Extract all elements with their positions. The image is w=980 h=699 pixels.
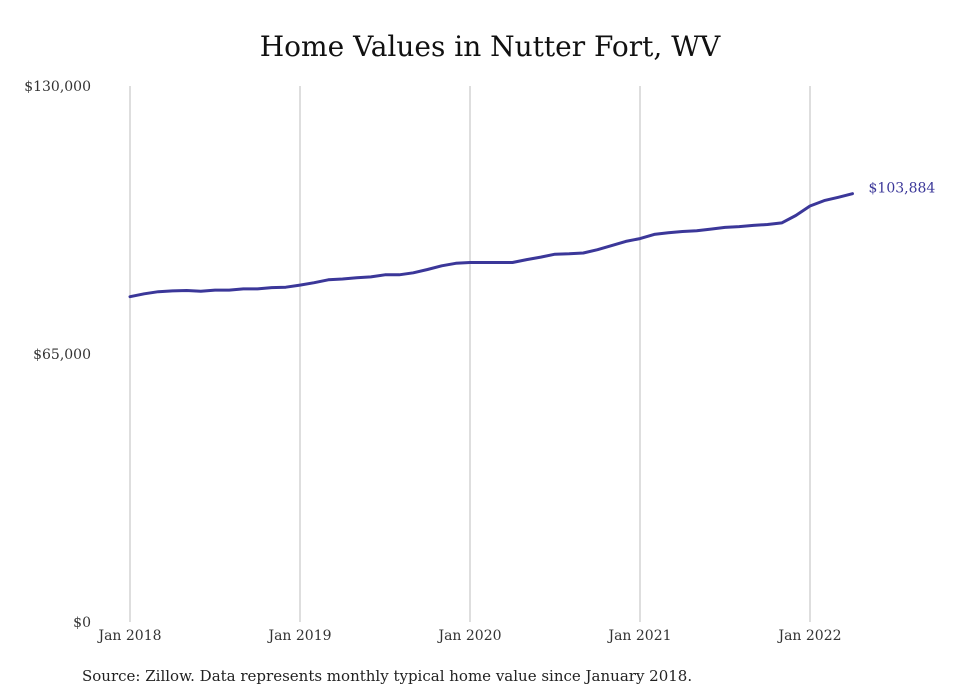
end-value-label: $103,884 xyxy=(869,181,936,197)
x-tick-label: Jan 2018 xyxy=(96,628,161,644)
x-tick-label: Jan 2019 xyxy=(266,628,331,644)
series-line-home-value xyxy=(128,192,854,299)
gridlines xyxy=(129,86,811,622)
x-tick-label: Jan 2021 xyxy=(606,628,671,644)
y-axis-ticks: $0 $65,000 $130,000 xyxy=(24,79,91,631)
source-note: Source: Zillow. Data represents monthly … xyxy=(82,667,693,685)
y-tick-label: $0 xyxy=(73,615,91,631)
y-tick-label: $130,000 xyxy=(24,79,91,95)
chart-title: Home Values in Nutter Fort, WV xyxy=(259,30,721,63)
x-tick-label: Jan 2020 xyxy=(436,628,501,644)
y-tick-label: $65,000 xyxy=(33,347,91,363)
x-axis-ticks: Jan 2018 Jan 2019 Jan 2020 Jan 2021 Jan 2022 xyxy=(96,628,841,644)
x-tick-label: Jan 2022 xyxy=(776,628,841,644)
